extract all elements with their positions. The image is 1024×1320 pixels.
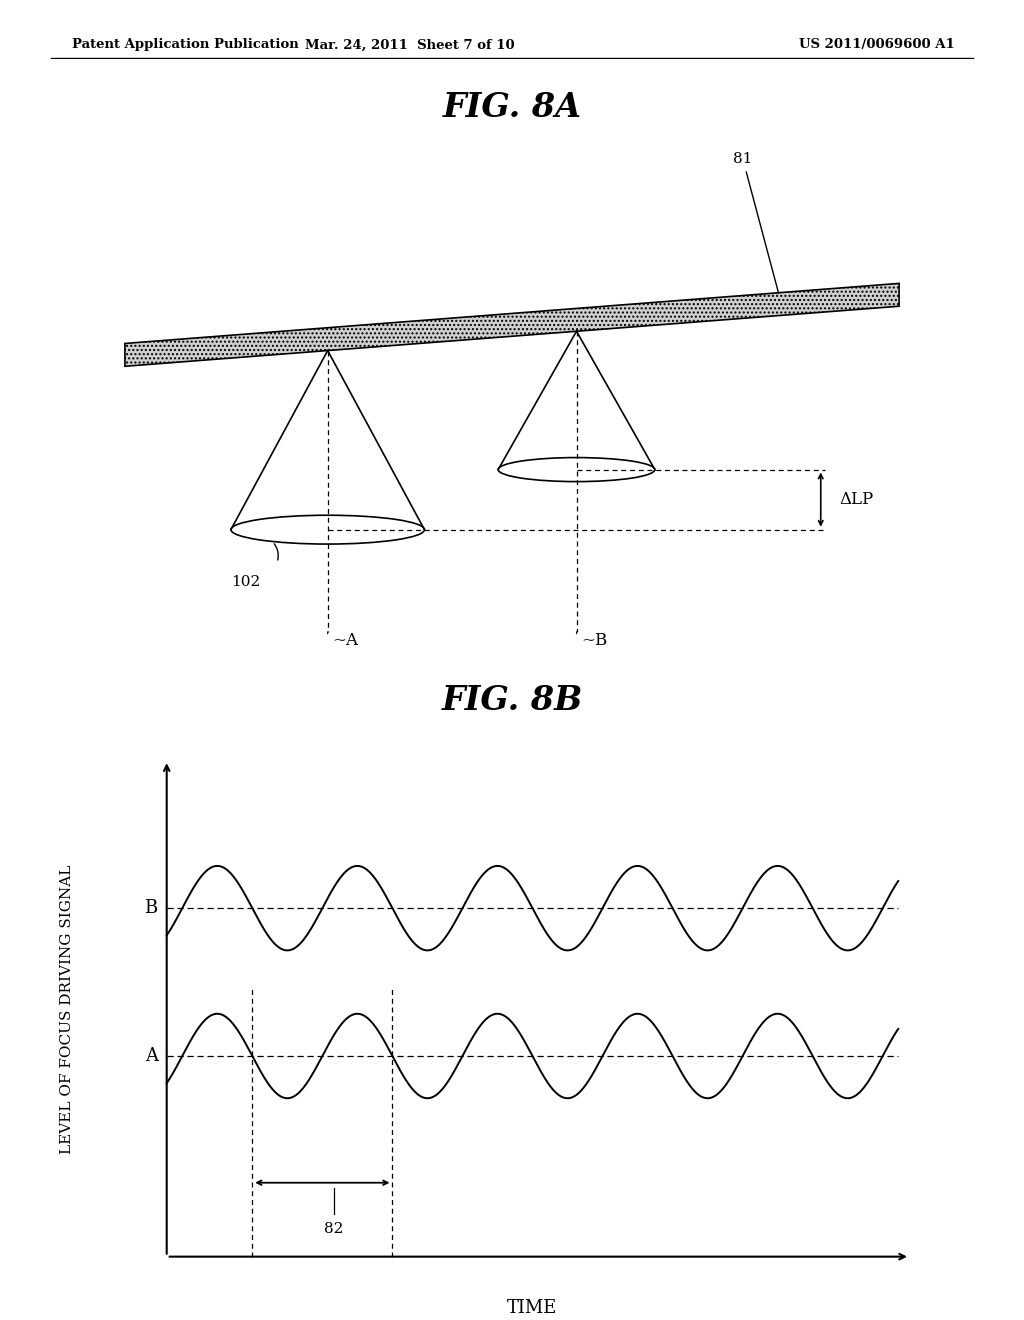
- Text: A: A: [144, 1047, 158, 1065]
- Text: B: B: [144, 899, 158, 917]
- Text: FIG. 8B: FIG. 8B: [441, 684, 583, 717]
- Polygon shape: [125, 284, 899, 366]
- Text: LEVEL OF FOCUS DRIVING SIGNAL: LEVEL OF FOCUS DRIVING SIGNAL: [59, 865, 74, 1155]
- Text: FIG. 8A: FIG. 8A: [442, 91, 582, 124]
- Text: 82: 82: [325, 1222, 344, 1237]
- Text: Mar. 24, 2011  Sheet 7 of 10: Mar. 24, 2011 Sheet 7 of 10: [305, 38, 514, 51]
- Text: Patent Application Publication: Patent Application Publication: [72, 38, 298, 51]
- Text: ~A: ~A: [332, 632, 358, 649]
- Text: 102: 102: [231, 574, 260, 589]
- Text: TIME: TIME: [507, 1299, 558, 1317]
- Text: ~B: ~B: [582, 632, 607, 649]
- Text: ΔLP: ΔLP: [840, 491, 873, 508]
- Text: US 2011/0069600 A1: US 2011/0069600 A1: [799, 38, 954, 51]
- Text: 81: 81: [733, 152, 778, 293]
